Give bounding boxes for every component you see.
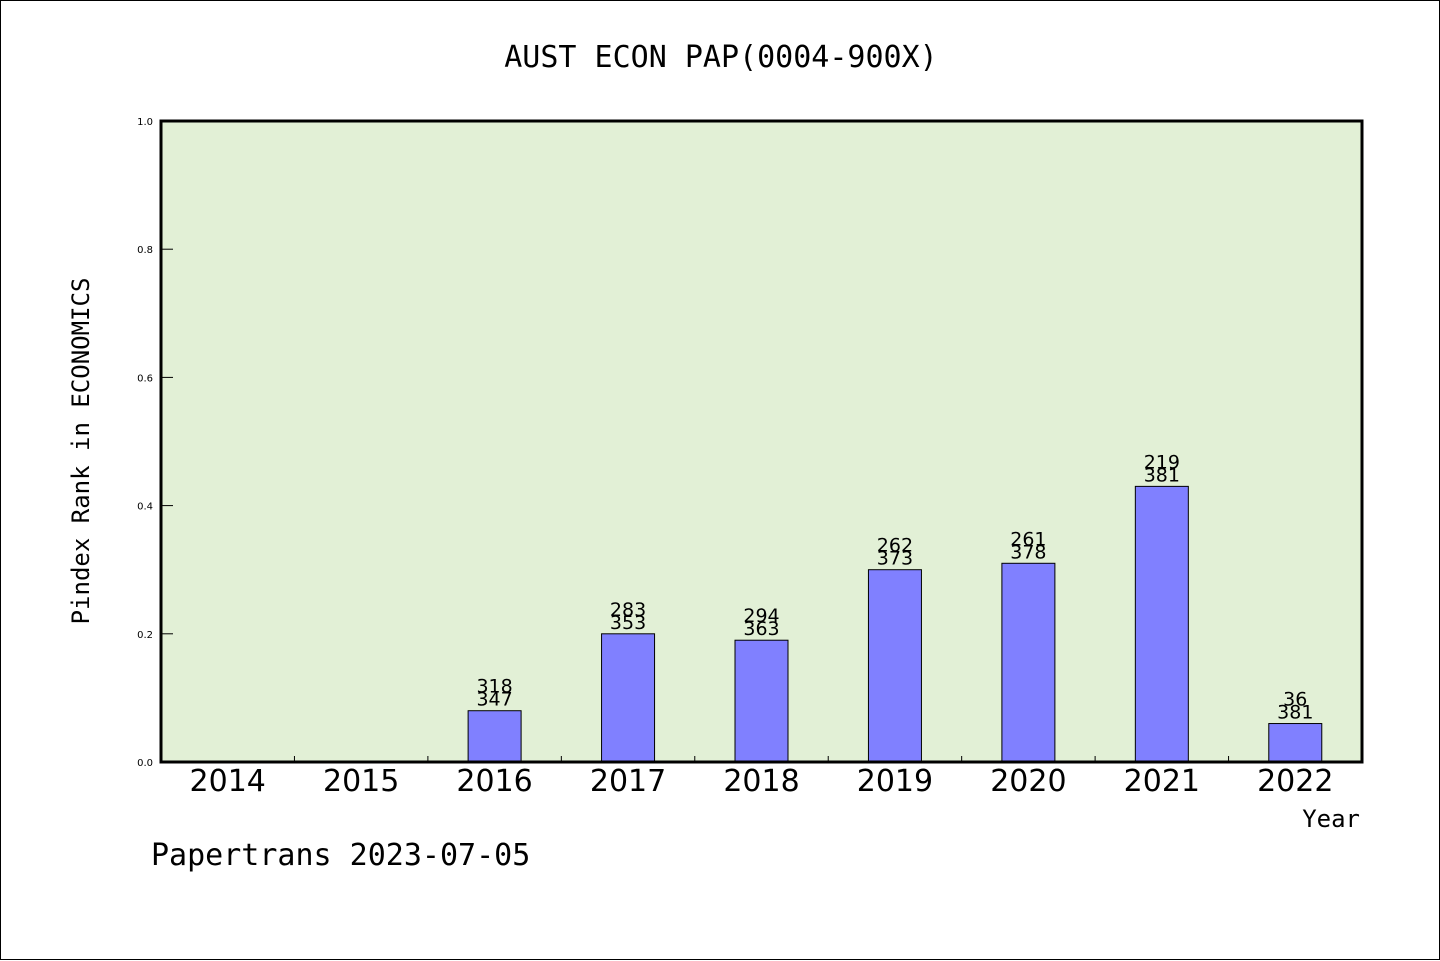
bar-rank-label: 262	[877, 535, 913, 557]
bar	[601, 633, 656, 763]
x-tick-label: 2022	[1257, 764, 1333, 799]
x-tick-label: 2021	[1124, 764, 1200, 799]
x-axis-ticks: 2014 2015 2016 2017 2018 2019 2020 2021 2022	[190, 756, 1333, 799]
y-tick-label: 0.6	[137, 373, 153, 384]
x-axis-label: Year	[1302, 805, 1360, 833]
y-tick-label: 0.4	[137, 502, 153, 513]
bar-total-label: 381	[1277, 702, 1313, 724]
bar-rank-label: 219	[1144, 451, 1180, 473]
x-tick-label: 2018	[723, 764, 799, 799]
bar-total-label: 353	[610, 612, 646, 634]
bar-rank-label: 318	[476, 676, 512, 698]
bar-total-label: 373	[877, 548, 913, 570]
bar	[467, 710, 522, 763]
x-tick-label: 2016	[456, 764, 532, 799]
bar	[1268, 723, 1323, 763]
plot-frame	[159, 119, 1364, 764]
bar-total-label: 347	[476, 689, 512, 711]
bar	[734, 639, 789, 763]
chart-title: AUST ECON PAP(0004-900X)	[504, 40, 937, 75]
x-tick-label: 2019	[857, 764, 933, 799]
x-tick-label: 2014	[190, 764, 266, 799]
bar-rank-label: 294	[743, 605, 779, 627]
x-tick-label: 2020	[990, 764, 1066, 799]
x-tick-label: 2017	[590, 764, 666, 799]
bar	[867, 569, 922, 763]
bar-rank-label: 36	[1283, 689, 1307, 711]
y-tick-label: 0.2	[137, 630, 153, 641]
bar-series	[467, 485, 1323, 763]
bar	[1001, 562, 1056, 763]
bar-rank-label: 283	[610, 599, 646, 621]
x-tick-label: 2015	[323, 764, 399, 799]
y-tick-label: 0.8	[137, 245, 153, 256]
y-tick-label: 1.0	[137, 117, 153, 128]
y-tick-label: 0.0	[137, 758, 153, 769]
footer-credit: Papertrans 2023-07-05	[151, 838, 530, 873]
y-axis-label: Pindex Rank in ECONOMICS	[67, 278, 95, 625]
bar-total-label: 378	[1010, 541, 1046, 563]
bar-total-label: 381	[1144, 464, 1180, 486]
bar-rank-label: 261	[1010, 528, 1046, 550]
bar-total-label: 363	[743, 618, 779, 640]
bar	[1134, 485, 1189, 763]
